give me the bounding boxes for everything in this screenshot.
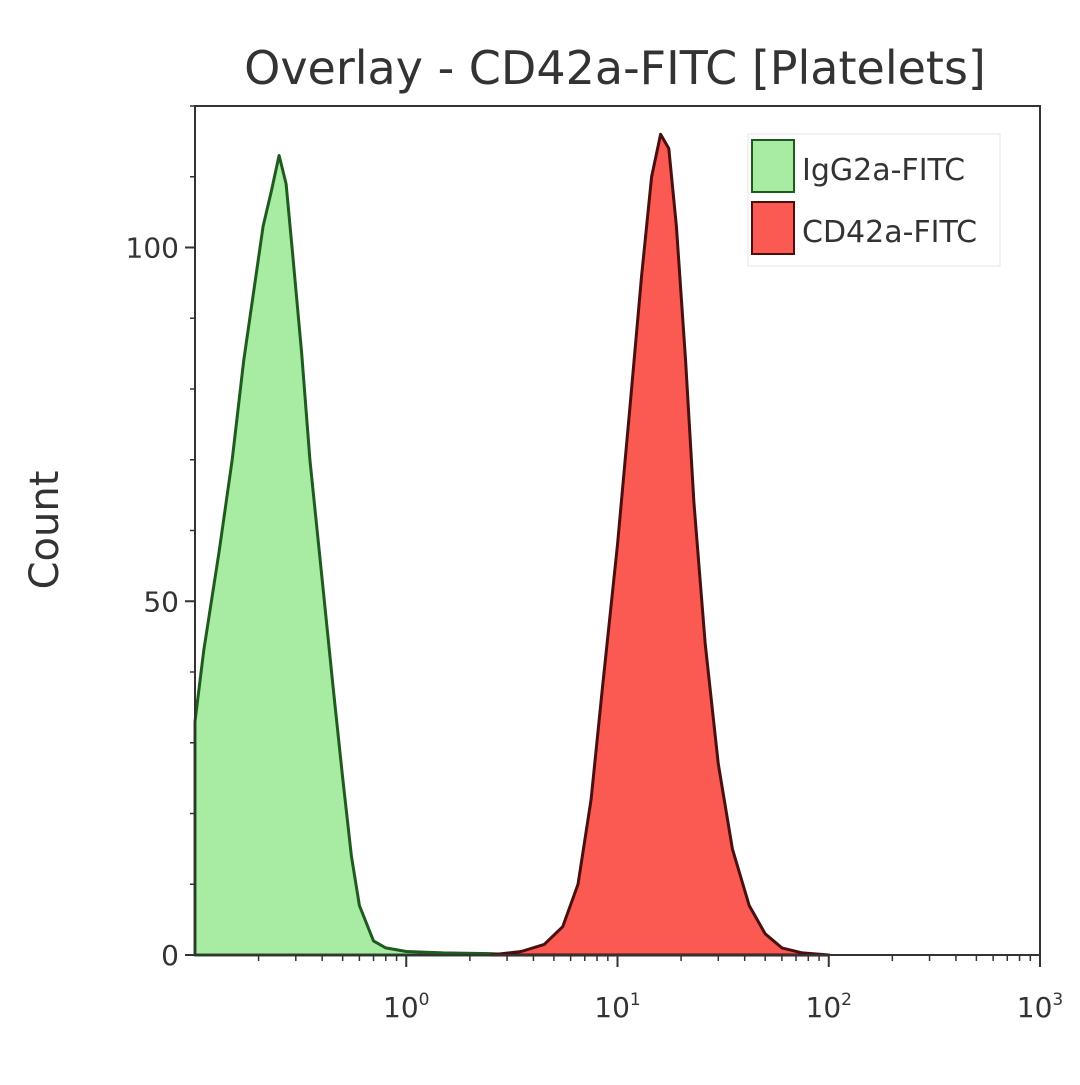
- legend-label-2: CD42a-FITC: [802, 215, 977, 250]
- series-area-2: [488, 132, 831, 957]
- x-tick-label: 101: [594, 990, 640, 1024]
- legend-swatch-2: [751, 201, 795, 255]
- axes: 0 50 100 100 101 102 103: [126, 105, 1063, 1024]
- x-tick-label: 100: [383, 990, 429, 1024]
- y-axis-label: Count: [22, 471, 68, 590]
- legend: IgG2a-FITC CD42a-FITC: [747, 133, 1001, 267]
- series-area-1: [193, 154, 523, 957]
- x-tick-label: 102: [806, 990, 852, 1024]
- y-tick-label: 100: [126, 232, 179, 265]
- y-tick-label: 0: [161, 939, 179, 972]
- x-tick-label: 103: [1017, 990, 1063, 1024]
- legend-label-1: IgG2a-FITC: [802, 153, 965, 188]
- y-tick-label: 50: [143, 585, 179, 618]
- chart-title: Overlay - CD42a-FITC [Platelets]: [244, 41, 986, 95]
- legend-swatch-1: [751, 139, 795, 193]
